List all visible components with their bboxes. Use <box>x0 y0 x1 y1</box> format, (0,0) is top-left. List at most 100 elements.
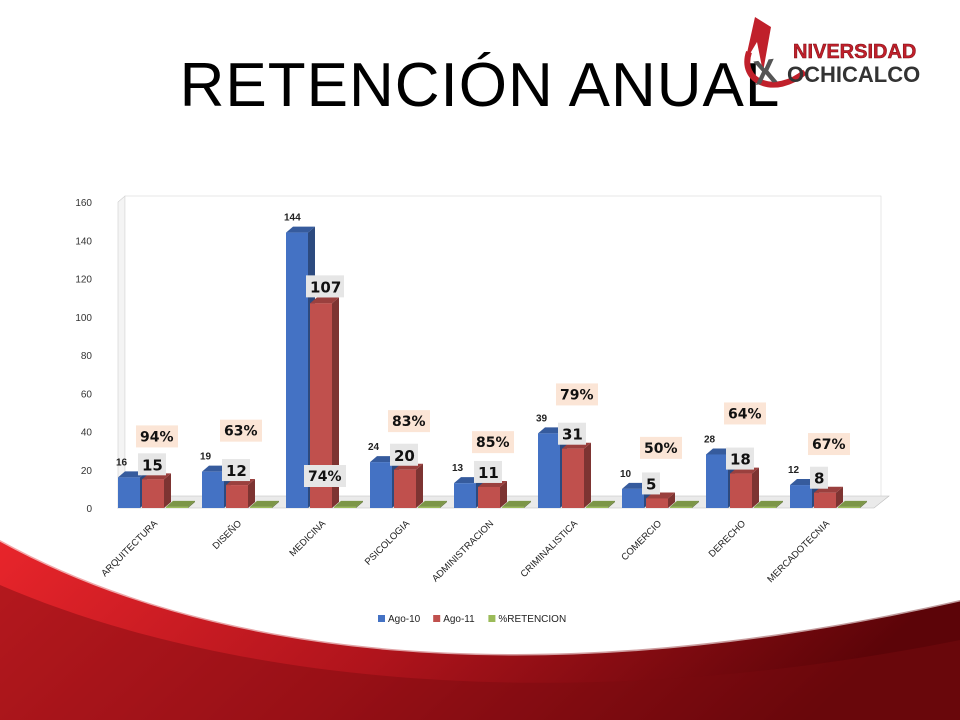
bar-retencion-side <box>272 500 279 508</box>
bar-ago11-side <box>500 480 507 508</box>
bar-retencion-side <box>524 500 531 508</box>
bar-retencion-side <box>188 500 195 508</box>
data-label-ago10: 19 <box>200 452 212 463</box>
data-label-ago11: 31 <box>562 426 583 444</box>
bar-ago10 <box>454 483 476 508</box>
bar-ago10-top <box>286 226 315 233</box>
legend-item: Ago-11 <box>443 614 475 625</box>
bar-retencion-top <box>838 500 867 507</box>
bar-ago10 <box>790 485 812 508</box>
bar-ago11-side <box>836 486 843 508</box>
category-label: MEDICINA <box>287 518 328 559</box>
bar-ago10 <box>706 454 728 508</box>
bar-retencion-side <box>356 500 363 508</box>
bar-ago11-side <box>752 467 759 508</box>
bar-retencion-top <box>250 500 279 507</box>
retention-label-box <box>472 431 514 454</box>
legend-item: Ago-10 <box>388 614 421 625</box>
bar-ago11-side <box>332 297 339 508</box>
data-label-ago11: 15 <box>142 456 163 474</box>
retention-label: 64% <box>728 406 762 422</box>
retention-label-box <box>136 425 178 448</box>
bar-ago10 <box>118 477 140 508</box>
data-label-ago10: 16 <box>116 457 128 468</box>
data-label-ago11: 20 <box>394 447 415 465</box>
bar-retencion <box>502 506 524 508</box>
bar-ago10 <box>370 462 392 508</box>
data-label-ago11-box <box>306 275 344 298</box>
bar-retencion <box>754 506 776 508</box>
retention-label-box <box>640 436 682 459</box>
bar-retencion-top <box>334 500 363 507</box>
bar-ago11 <box>730 473 752 508</box>
logo-line2: OCHICALCO <box>787 62 920 87</box>
data-label-ago11-box <box>642 472 660 495</box>
data-label-ago11-box <box>222 459 250 482</box>
bar-retencion <box>166 506 188 508</box>
bar-ago11 <box>142 479 164 508</box>
bar-retencion <box>586 506 608 508</box>
retention-label: 94% <box>140 429 174 445</box>
bar-ago10 <box>538 433 560 508</box>
bar-retencion <box>250 506 272 508</box>
data-label-ago11: 5 <box>646 475 656 493</box>
logo-line1: NIVERSIDAD <box>793 41 916 63</box>
y-tick-label: 100 <box>75 313 92 324</box>
logo-x: X <box>751 52 779 93</box>
data-label-ago10: 144 <box>284 213 301 224</box>
y-tick-label: 60 <box>81 389 93 400</box>
bar-retencion-top <box>418 500 447 507</box>
bar-ago11-side <box>164 473 171 508</box>
data-label-ago11: 12 <box>226 462 247 480</box>
bar-retencion <box>418 506 440 508</box>
bar-retencion-side <box>608 500 615 508</box>
data-label-ago10: 10 <box>620 469 632 480</box>
bar-retencion-side <box>776 500 783 508</box>
bar-retencion <box>670 506 692 508</box>
bar-retencion-side <box>440 500 447 508</box>
bar-retencion-side <box>692 500 699 508</box>
retention-label-box <box>304 465 346 487</box>
data-label-ago11-box <box>558 422 586 445</box>
bar-retencion-top <box>670 500 699 507</box>
logo-emblem <box>745 17 771 72</box>
data-label-ago11-box <box>474 460 502 483</box>
retention-label: 74% <box>308 469 342 485</box>
retention-label: 50% <box>644 441 678 457</box>
y-tick-label: 140 <box>75 236 92 247</box>
data-label-ago11-box <box>810 466 828 489</box>
bar-retencion-top <box>166 500 195 507</box>
data-label-ago10: 13 <box>452 463 464 474</box>
data-label-ago10: 12 <box>788 465 800 476</box>
bar-ago11-side <box>584 442 591 508</box>
legend-swatch <box>378 615 385 622</box>
y-tick-label: 40 <box>81 428 93 439</box>
category-label: ARQUITECTURA <box>99 518 160 579</box>
category-label: ADMINISTRACION <box>430 518 496 584</box>
slide-title: RETENCIÓN ANUAL <box>179 51 781 120</box>
retention-label-box <box>556 383 598 406</box>
data-label-ago11: 107 <box>310 278 341 296</box>
retention-label: 63% <box>224 424 258 440</box>
retention-label: 67% <box>812 437 846 453</box>
y-tick-label: 80 <box>81 351 93 362</box>
bar-ago11 <box>310 303 332 508</box>
bar-ago10 <box>622 488 644 508</box>
data-label-ago11-box <box>138 453 166 476</box>
legend-swatch <box>433 615 441 622</box>
y-tick-label: 20 <box>81 466 93 477</box>
retention-label-box <box>808 433 850 456</box>
bar-retencion <box>334 506 356 508</box>
bar-ago10 <box>202 471 224 508</box>
category-label: CRIMINALISTICA <box>519 518 581 580</box>
category-label: DERECHO <box>707 518 748 559</box>
bar-retencion-top <box>586 500 615 507</box>
bar-ago11-top <box>310 297 339 304</box>
y-tick-label: 0 <box>86 504 92 515</box>
y-tick-label: 120 <box>75 275 92 286</box>
bar-ago11 <box>562 448 584 508</box>
bar-ago11-side <box>248 479 255 508</box>
retention-label-box <box>220 419 262 442</box>
retention-label: 85% <box>476 435 510 451</box>
data-label-ago10: 28 <box>704 434 716 445</box>
